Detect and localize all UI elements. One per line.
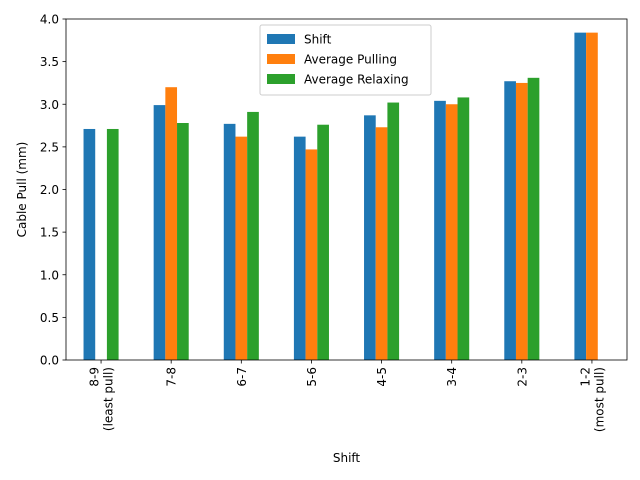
legend-label: Shift <box>304 33 332 47</box>
bar-average-relaxing-4 <box>387 102 400 361</box>
y-tick-label: 1.0 <box>40 268 59 282</box>
legend: Shift Average Pulling Average Relaxing <box>259 24 432 96</box>
bar-shift-0 <box>83 128 96 360</box>
bar-shift-1 <box>153 105 166 360</box>
x-tick-label: 2-3 <box>515 367 529 387</box>
x-tick-label: 7-8 <box>165 367 179 387</box>
bar-average-pulling-2 <box>235 136 248 360</box>
x-tick-label: 4-5 <box>375 367 389 387</box>
y-tick-label: 3.5 <box>40 55 59 69</box>
y-tick-label: 3.0 <box>40 98 59 112</box>
bars-layer <box>83 32 598 361</box>
y-tick-label: 4.0 <box>40 13 59 27</box>
bar-average-relaxing-6 <box>527 77 540 360</box>
bar-shift-6 <box>504 81 516 361</box>
x-tick-label: 8-9(least pull) <box>88 367 116 431</box>
y-tick-label: 1.5 <box>40 226 59 240</box>
bar-shift-2 <box>223 123 236 360</box>
legend-swatch <box>267 34 295 44</box>
x-tick-label: 5-6 <box>305 367 319 387</box>
bar-average-pulling-6 <box>515 82 528 360</box>
x-tick-label: 3-4 <box>445 367 459 387</box>
bar-shift-5 <box>434 100 446 360</box>
bar-shift-7 <box>574 32 587 360</box>
bar-average-relaxing-3 <box>317 124 329 361</box>
bar-average-pulling-5 <box>445 104 458 360</box>
bar-shift-4 <box>364 115 376 361</box>
y-tick-label: 0.5 <box>40 311 59 325</box>
legend-swatch <box>267 74 295 84</box>
legend-frame <box>259 24 432 96</box>
bar-average-pulling-3 <box>305 149 318 360</box>
bar-average-pulling-7 <box>586 32 598 360</box>
legend-swatch <box>267 54 295 64</box>
bar-average-relaxing-2 <box>247 111 259 360</box>
legend-label: Average Pulling <box>304 53 397 67</box>
axes-layer: 0.0 0.5 1.0 1.5 2.0 2.5 3.0 3.5 4.0 8-9(least pul… <box>40 13 628 432</box>
y-tick-label: 2.0 <box>40 183 59 197</box>
y-tick-label: 2.5 <box>40 140 59 154</box>
legend-label: Average Relaxing <box>304 73 409 87</box>
y-tick-label: 0.0 <box>40 354 59 368</box>
bar-average-relaxing-0 <box>106 128 119 360</box>
x-tick-label: 1-2(most pull) <box>578 367 606 432</box>
bar-average-relaxing-5 <box>457 97 470 361</box>
bar-average-relaxing-1 <box>177 123 189 360</box>
bar-average-pulling-1 <box>165 87 178 360</box>
y-axis-label: Cable Pull (mm) <box>15 142 29 238</box>
bar-average-pulling-4 <box>375 127 388 360</box>
bar-shift-3 <box>293 136 306 360</box>
x-axis-label: Shift <box>333 451 361 465</box>
x-tick-label: 6-7 <box>235 367 249 387</box>
